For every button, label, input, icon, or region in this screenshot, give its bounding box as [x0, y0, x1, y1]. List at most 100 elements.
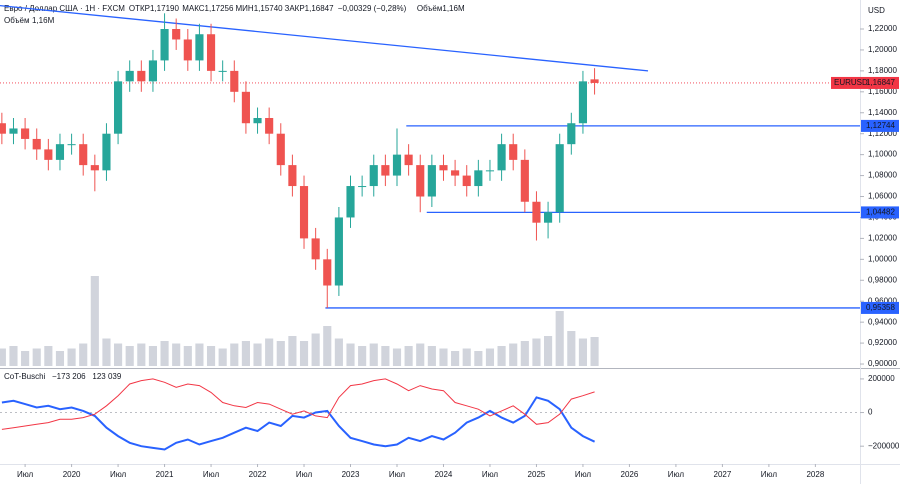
- x-tick-label: 2026: [621, 470, 639, 479]
- candle-body: [404, 154, 413, 166]
- volume-title: Объём: [4, 16, 30, 25]
- candle-body: [416, 165, 425, 197]
- instrument-title[interactable]: Евро / Доллар США · 1Н · FXCM: [4, 4, 125, 13]
- candle-body: [334, 217, 343, 286]
- x-tick-label: 2021: [156, 470, 174, 479]
- volume-bar: [509, 343, 518, 366]
- volume-bar: [265, 338, 274, 366]
- volume-bar: [206, 346, 216, 366]
- x-tick-label: 2024: [435, 470, 453, 479]
- volume-bar: [148, 346, 158, 366]
- candle-body: [392, 154, 402, 176]
- volume-bar: [334, 338, 343, 366]
- candle-body: [44, 149, 53, 160]
- header-stat: МИН1,15740: [236, 4, 284, 13]
- candle-body: [451, 170, 460, 176]
- volume-bar: [253, 343, 262, 366]
- candle-body: [439, 165, 448, 171]
- candle-body: [485, 170, 495, 172]
- x-tick-label: Июл: [482, 470, 499, 479]
- y-tick-label: 1,10000: [868, 150, 897, 159]
- candle-body: [381, 165, 390, 176]
- candle-body: [102, 133, 111, 171]
- candle-body: [148, 60, 158, 82]
- x-tick-label: 2025: [528, 470, 546, 479]
- candle-body: [90, 165, 99, 171]
- volume-bar: [532, 338, 541, 366]
- volume-bar: [241, 341, 250, 366]
- candle-body: [183, 39, 192, 61]
- volume-bar: [172, 343, 181, 366]
- y-tick-label: 1,12000: [868, 129, 897, 138]
- candle-body: [497, 144, 506, 171]
- volume-bar: [381, 346, 390, 366]
- volume-bar: [299, 341, 309, 366]
- volume-bar: [369, 343, 378, 366]
- last-price-symbol: EURUSD: [834, 78, 868, 87]
- volume-bar: [21, 351, 30, 366]
- volume-bar: [32, 348, 41, 366]
- volume-bar: [288, 336, 297, 366]
- candle-body: [323, 259, 332, 286]
- indicator-value: 123 039: [92, 372, 121, 381]
- volume-bar: [195, 343, 204, 366]
- candle-body: [265, 117, 274, 134]
- volume-bar: [567, 331, 576, 366]
- volume-bar: [276, 341, 285, 366]
- volume-bar: [358, 346, 367, 366]
- candle-body: [555, 144, 564, 213]
- indicator-title[interactable]: CoT-Buschi: [4, 372, 46, 381]
- volume-last: 1,16M: [32, 16, 55, 25]
- candle-body: [299, 186, 309, 239]
- x-tick-label: 2023: [342, 470, 360, 479]
- level-label-box: [861, 119, 899, 132]
- candle-body: [172, 29, 181, 40]
- volume-bar: [544, 336, 553, 366]
- volume-bar: [230, 343, 239, 366]
- candle-body: [509, 144, 518, 160]
- indicator-value: −173 206: [52, 372, 86, 381]
- candle-body: [114, 81, 123, 134]
- candle-body: [358, 186, 367, 188]
- volume-bar: [497, 346, 506, 366]
- candle-body: [230, 70, 239, 92]
- y-tick-label: 0,94000: [868, 317, 897, 326]
- volume-bar: [392, 348, 402, 366]
- volume-bar: [55, 351, 65, 366]
- candle-body: [125, 70, 134, 82]
- volume-bar: [311, 333, 320, 366]
- candle-body: [137, 70, 146, 82]
- volume-bar: [137, 343, 146, 366]
- y-tick-label: 1,18000: [868, 66, 897, 75]
- y-tick-label: 0,92000: [868, 338, 897, 347]
- y-tick-label: 1,00000: [868, 254, 897, 263]
- candle-body: [369, 165, 378, 187]
- x-tick-label: 2020: [63, 470, 81, 479]
- candle-body: [311, 238, 320, 260]
- volume-bar: [427, 346, 436, 366]
- candle-body: [32, 138, 41, 150]
- y-tick-label: 1,08000: [868, 171, 897, 180]
- y-tick-label: 1,22000: [868, 24, 897, 33]
- indicator-line: [1, 378, 595, 430]
- candle-body: [253, 117, 262, 124]
- indicator-tick-label: −200000: [868, 441, 900, 450]
- volume-bar: [44, 346, 53, 366]
- x-tick-label: Июл: [17, 470, 34, 479]
- y-tick-label: 1,16000: [868, 87, 897, 96]
- volume-bar: [346, 343, 355, 366]
- volume-bar: [451, 351, 460, 366]
- volume-bar: [416, 343, 425, 366]
- y-tick-label: 0,90000: [868, 359, 897, 368]
- y-tick-label: 0,98000: [868, 275, 897, 284]
- volume-bar: [160, 341, 169, 366]
- candle-body: [567, 123, 576, 145]
- volume-bar: [404, 346, 413, 366]
- candle-body: [160, 29, 169, 61]
- x-tick-label: Июл: [761, 470, 778, 479]
- candle-body: [67, 144, 76, 146]
- header-stat: ЗАКР1,16847: [285, 4, 335, 13]
- last-price-label: 1,16847: [866, 78, 895, 87]
- y-tick-label: 0,96000: [868, 296, 897, 305]
